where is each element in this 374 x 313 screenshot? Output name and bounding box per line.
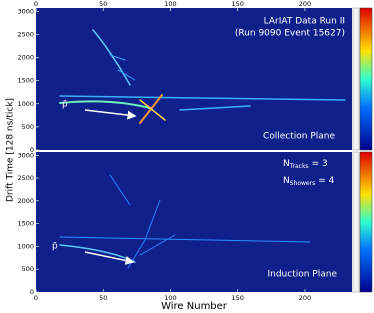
plot-area	[36, 152, 352, 292]
x-tick-label: 200	[299, 294, 311, 302]
x-tick-label: 0	[34, 294, 38, 302]
y-tick-label: 3000	[17, 151, 34, 159]
y-tick-label: 2000	[17, 54, 34, 62]
y-tick-label: 1500	[17, 77, 34, 85]
colorbar	[359, 7, 373, 151]
x-tick-label: 100	[164, 294, 176, 302]
y-axis-label: Drift Time [128 ns/tick]	[6, 98, 16, 202]
count-text: = 4	[318, 176, 334, 186]
tracks-collection	[59, 29, 346, 124]
annotation: p̄	[62, 100, 68, 110]
x-tick-label: 200	[299, 0, 311, 8]
annotation: Collection Plane	[263, 132, 336, 142]
count-symbol: N	[283, 159, 290, 169]
y-tick-label: 2500	[17, 174, 34, 182]
y-tick-label: 0	[30, 146, 34, 154]
x-tick-label: 150	[231, 0, 243, 8]
annotation: LArIAT Data Run II	[264, 17, 345, 27]
y-tick-label: 1500	[17, 220, 34, 228]
count-subscript: Showers	[290, 180, 315, 187]
count-text: = 3	[312, 159, 328, 169]
x-axis-label: Wire Number	[161, 301, 228, 312]
tracks-induction	[59, 174, 311, 269]
count-label: NShowers = 4	[283, 176, 335, 187]
colorbar-strip	[352, 7, 360, 151]
y-tick-label: 500	[22, 265, 34, 273]
colorbar	[359, 151, 373, 293]
y-tick-label: 1000	[17, 100, 34, 108]
plot-area	[36, 8, 352, 150]
y-tick-label: 2500	[17, 30, 34, 38]
y-tick-label: 1000	[17, 242, 34, 250]
annotation: p̄	[52, 242, 58, 252]
y-tick-label: 2000	[17, 197, 34, 205]
y-tick-label: 3000	[17, 7, 34, 15]
panel: 0 500 1000 1500 2000 2500 3000 0 50 100 150 200	[17, 151, 373, 302]
annotation: (Run 9090 Event 15627)	[235, 29, 345, 39]
y-tick-label: 500	[22, 123, 34, 131]
x-tick-label: 0	[34, 0, 38, 8]
count-symbol: N	[283, 176, 290, 186]
x-tick-label: 50	[99, 0, 107, 8]
x-tick-label: 100	[164, 0, 176, 8]
colorbar-strip	[352, 151, 360, 293]
annotation: Induction Plane	[267, 270, 337, 280]
count-subscript: Tracks	[289, 163, 309, 170]
x-tick-label: 150	[231, 294, 243, 302]
count-label: NTracks = 3	[283, 159, 328, 170]
y-tick-label: 0	[30, 288, 34, 296]
x-tick-label: 50	[99, 294, 107, 302]
